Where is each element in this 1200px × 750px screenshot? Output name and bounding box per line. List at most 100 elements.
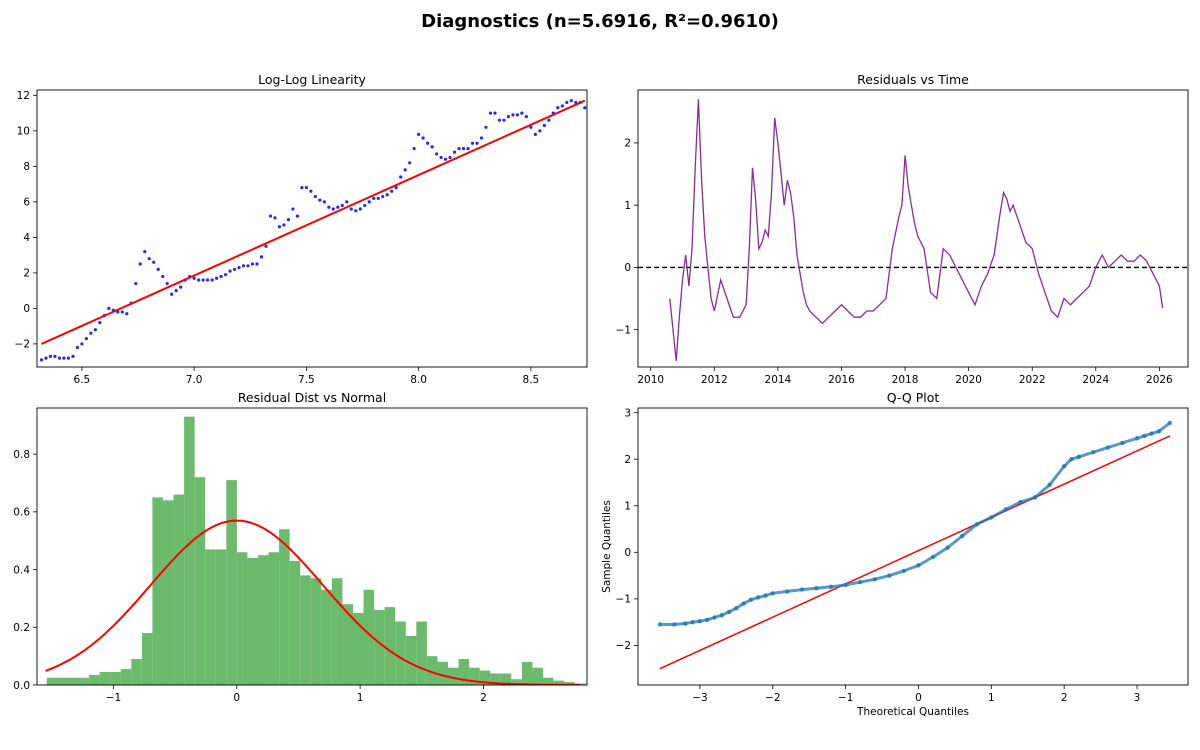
histogram-bar [120, 669, 132, 685]
data-point [241, 264, 246, 268]
x-tick-label: −1 [106, 692, 121, 704]
data-point [71, 354, 75, 358]
data-point [232, 267, 237, 271]
normal-curve [45, 519, 580, 685]
data-point [134, 281, 138, 286]
data-point [493, 111, 497, 115]
data-point [426, 141, 430, 145]
data-point [57, 356, 62, 360]
histogram-bar [490, 673, 501, 685]
data-point [466, 146, 470, 151]
data-point [143, 249, 147, 254]
y-tick-label: 0 [624, 262, 631, 274]
histogram-bar [458, 659, 470, 685]
plot-frame [637, 407, 1189, 686]
y-tick-label: 2 [23, 268, 30, 280]
x-tick-label: 0 [915, 692, 922, 704]
data-point [421, 136, 425, 140]
data-point [179, 285, 183, 289]
data-point [156, 267, 160, 271]
x-tick-label: 2024 [1082, 374, 1109, 386]
data-point [255, 262, 259, 266]
data-point [390, 189, 394, 193]
data-point [520, 111, 524, 115]
data-point [565, 100, 569, 105]
data-point [430, 145, 434, 149]
data-point [228, 269, 232, 273]
x-tick-label: 7.0 [186, 374, 203, 386]
histogram-bar [141, 633, 153, 685]
histogram-bar [226, 480, 237, 685]
histogram-bar [321, 589, 332, 685]
y-tick-label: 0.6 [13, 507, 30, 519]
histogram-bar [67, 677, 79, 685]
data-point [138, 262, 142, 266]
y-tick-label: 0.8 [13, 449, 30, 461]
y-tick-label: 2 [624, 138, 631, 150]
x-tick-label: −2 [765, 692, 780, 704]
y-tick-label: 1 [624, 200, 631, 212]
x-tick-label: −1 [838, 692, 853, 704]
x-tick-label: 7.5 [298, 374, 315, 386]
data-point [277, 225, 282, 229]
y-tick-label: −1 [616, 594, 631, 606]
data-point [39, 358, 44, 362]
plot-frame [637, 89, 1189, 368]
data-point [120, 310, 124, 314]
data-point [417, 132, 421, 136]
histogram-bar [585, 683, 587, 685]
histogram-bar [479, 670, 491, 685]
histogram-bar [543, 677, 554, 685]
data-point [569, 99, 573, 103]
data-point [443, 157, 448, 161]
x-tick-label: 2 [1061, 692, 1068, 704]
data-point [448, 155, 452, 160]
data-point [201, 278, 205, 282]
data-point [502, 118, 506, 122]
data-point [349, 207, 353, 211]
data-point [66, 356, 71, 360]
panel-title: Residuals vs Time [857, 72, 969, 87]
histogram-bar [89, 674, 100, 685]
data-point [399, 175, 403, 179]
data-point [237, 265, 241, 270]
data-point [556, 106, 560, 110]
data-point [497, 118, 502, 122]
data-point [219, 274, 223, 279]
residual-distribution-panel: Residual Dist vs Normal −1 0 1 2 0.0 0.2 0.4 0.6… [13, 390, 588, 704]
histogram-bar [257, 555, 269, 685]
data-point [259, 255, 264, 259]
histogram-bar [500, 673, 512, 685]
histogram-bar [384, 607, 396, 685]
y-tick-label: 6 [23, 197, 30, 209]
histogram-bar [352, 612, 364, 685]
histogram-bar [78, 677, 90, 685]
quantile-band [659, 421, 1171, 626]
data-point [354, 209, 358, 213]
data-point [89, 331, 93, 335]
data-point [304, 186, 308, 190]
y-tick-label: 10 [17, 126, 30, 138]
data-point [246, 264, 250, 268]
panel-title: Residual Dist vs Normal [238, 390, 386, 405]
data-point [48, 354, 53, 358]
data-point [533, 132, 537, 136]
y-tick-label: 0.2 [13, 622, 30, 634]
loglog-linearity-panel: Log-Log Linearity 6.5 7.0 7.5 8.0 8.5 −2 0 2 4 6 8 1… [15, 72, 588, 386]
data-point [170, 292, 174, 296]
panel-title: Q-Q Plot [887, 390, 940, 405]
histogram-bar [247, 558, 258, 685]
histogram-bar [511, 679, 522, 685]
histogram-bar [331, 578, 343, 685]
x-tick-label: 2026 [1146, 374, 1173, 386]
data-point [336, 205, 340, 209]
histogram-bar [310, 578, 322, 685]
data-point [345, 200, 349, 204]
y-tick-label: 0.0 [13, 680, 30, 692]
data-point [84, 336, 88, 341]
histogram-bar [469, 667, 480, 685]
histogram-bar [374, 609, 385, 685]
data-point [461, 146, 466, 151]
data-point [542, 123, 546, 128]
x-tick-label: −3 [692, 692, 707, 704]
